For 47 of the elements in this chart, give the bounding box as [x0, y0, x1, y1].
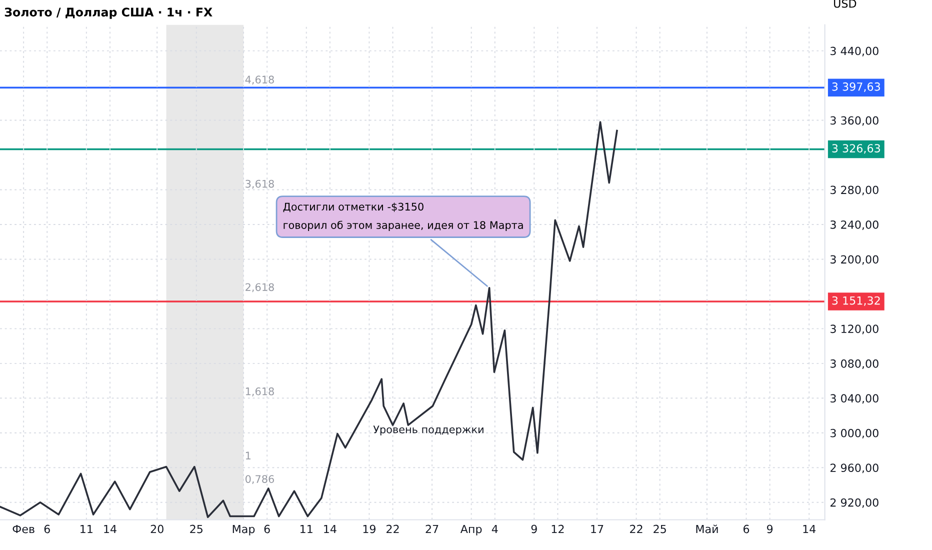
x-tick-label: 25	[654, 524, 666, 534]
x-tick-label: 11	[300, 524, 312, 534]
y-tick-label: 3 440,00	[830, 46, 878, 56]
x-tick-label: 9	[766, 524, 773, 534]
x-tick-label: 9	[531, 524, 537, 534]
x-tick-label: 17	[591, 524, 604, 534]
y-tick-label: 3 120,00	[830, 324, 878, 334]
y-tick-label: 3 360,00	[830, 116, 878, 126]
x-tick-label: 12	[552, 524, 564, 534]
x-tick-label: 14	[324, 524, 336, 534]
annotation: 0,786	[246, 475, 274, 484]
y-tick-label: 3 000,00	[830, 428, 878, 438]
chart-title: Золото / Доллар США · 1ч · FX	[4, 8, 212, 19]
x-tick-label: 20	[150, 524, 164, 534]
annotation: Достигли отметки -$3150 говорил об этом заранее, идея от 18 Марта	[283, 202, 523, 231]
x-tick-label: 6	[44, 524, 50, 534]
y-tick-label: 3 240,00	[830, 220, 878, 230]
annotation: 4,618	[245, 76, 274, 85]
x-tick-label: 4	[492, 524, 498, 534]
ref-line-label: 3 326,63	[832, 144, 880, 154]
annotation: 1	[246, 452, 250, 460]
x-tick-label: 22	[630, 524, 642, 534]
annotation: 2,618	[246, 283, 274, 292]
annotation: Уровень поддержки	[373, 426, 484, 436]
x-tick-label: 11	[80, 524, 92, 534]
x-tick-label: 22	[386, 524, 399, 534]
x-tick-label: Мар	[232, 524, 255, 536]
annotation: 3,618	[246, 180, 274, 189]
y-tick-label: 2 960,00	[830, 464, 878, 474]
y-tick-label: 3 080,00	[830, 359, 878, 369]
x-tick-label: Апр	[460, 524, 482, 536]
x-tick-label: 14	[104, 524, 116, 534]
y-tick-label: 2 920,00	[830, 498, 878, 508]
ref-line-label: 3 397,63	[832, 82, 880, 92]
x-tick-label: 19	[363, 524, 376, 534]
x-tick-label: 25	[190, 524, 202, 534]
x-tick-label: 27	[426, 524, 438, 534]
ref-line-label: 3 151,32	[832, 296, 880, 306]
y-tick-label: 3 200,00	[830, 255, 878, 265]
y-tick-label: 3 040,00	[830, 394, 878, 404]
x-tick-label: 6	[264, 524, 270, 534]
x-tick-label: Фев	[12, 524, 34, 534]
x-tick-label: Май	[696, 524, 718, 534]
x-tick-label: 6	[744, 524, 750, 534]
annotation: 1,618	[246, 387, 274, 396]
y-tick-label: 3 280,00	[830, 186, 878, 196]
x-tick-label: 14	[803, 524, 816, 534]
